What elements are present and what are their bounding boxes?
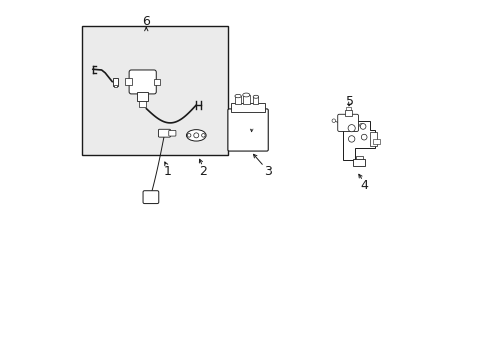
FancyBboxPatch shape	[227, 109, 268, 151]
Bar	[154, 79, 160, 85]
Circle shape	[359, 123, 363, 127]
Bar	[372, 139, 379, 144]
Bar	[243, 95, 249, 104]
Circle shape	[348, 136, 354, 142]
Circle shape	[201, 134, 205, 137]
Text: 1: 1	[163, 165, 171, 177]
Bar	[82, 26, 228, 155]
Circle shape	[187, 134, 190, 137]
Circle shape	[347, 125, 354, 132]
Ellipse shape	[234, 94, 241, 98]
Ellipse shape	[186, 130, 205, 141]
Bar	[114, 85, 117, 87]
FancyBboxPatch shape	[158, 129, 170, 137]
Ellipse shape	[253, 95, 258, 98]
FancyBboxPatch shape	[168, 130, 176, 136]
Text: 3: 3	[263, 165, 271, 177]
FancyBboxPatch shape	[129, 70, 156, 94]
Bar	[124, 78, 132, 85]
Bar	[235, 96, 241, 104]
Bar	[253, 97, 258, 104]
Text: 6: 6	[142, 14, 150, 27]
Circle shape	[331, 119, 335, 122]
Ellipse shape	[242, 93, 249, 97]
Bar	[137, 93, 148, 102]
Circle shape	[360, 123, 365, 129]
Text: 2: 2	[199, 165, 207, 177]
Bar	[369, 132, 377, 146]
Bar	[113, 78, 118, 86]
Bar	[353, 159, 364, 166]
Bar	[355, 156, 363, 159]
Bar	[345, 107, 350, 111]
Circle shape	[193, 133, 198, 138]
Text: 5: 5	[345, 95, 353, 108]
Polygon shape	[342, 121, 374, 160]
FancyBboxPatch shape	[337, 114, 358, 131]
Circle shape	[361, 134, 366, 140]
Bar	[344, 111, 351, 116]
Bar	[231, 103, 264, 112]
Bar	[139, 101, 146, 107]
Text: 4: 4	[360, 179, 367, 192]
Text: F: F	[148, 194, 152, 200]
FancyBboxPatch shape	[143, 191, 159, 203]
